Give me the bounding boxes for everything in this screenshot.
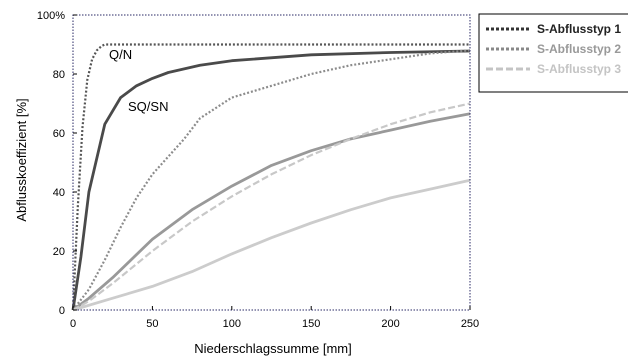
legend-label-2: S-Abflusstyp 2 — [537, 42, 621, 56]
x-tick-label: 150 — [302, 318, 320, 330]
x-tick-label: 250 — [461, 318, 479, 330]
x-tick-label: 200 — [381, 318, 399, 330]
x-axis-title: Niederschlagssumme [mm] — [194, 341, 352, 356]
series-line-s3 — [72, 178, 471, 312]
y-tick-label: 0 — [59, 305, 65, 317]
y-tick-label: 60 — [53, 128, 65, 140]
y-tick-label: 80 — [53, 69, 65, 81]
x-tick-label: 100 — [223, 318, 241, 330]
series-line-s2 — [72, 112, 471, 312]
series-line-s1 — [71, 49, 471, 311]
legend: S-Abflusstyp 1 S-Abflusstyp 2 S-Abflusstyp… — [478, 13, 628, 93]
legend-frame — [478, 13, 628, 93]
axes-layer: 0 50 100 150 200 250 0 20 40 60 80 100% — [37, 10, 479, 330]
legend-label-1: S-Abflusstyp 1 — [537, 22, 621, 36]
x-tick-label: 50 — [146, 318, 158, 330]
x-tick-label: 0 — [70, 318, 76, 330]
series-line-q1 — [71, 43, 470, 311]
y-tick-label: 40 — [53, 187, 65, 199]
annotation-sqsn: SQ/SN — [128, 99, 168, 114]
plot-frame — [72, 14, 471, 311]
plot-area — [73, 15, 470, 310]
legend-label-3: S-Abflusstyp 3 — [537, 62, 621, 76]
y-tick-label: 100% — [37, 10, 65, 22]
series-layer — [71, 43, 471, 312]
y-tick-label: 20 — [53, 246, 65, 258]
series-line-q2 — [72, 49, 471, 311]
series-line-q3 — [72, 102, 471, 311]
annotation-qn: Q/N — [109, 47, 132, 62]
y-axis-title: Abflusskoeffizient [%] — [14, 98, 29, 221]
legend-items: S-Abflusstyp 1 S-Abflusstyp 2 S-Abflusstyp… — [486, 22, 621, 76]
